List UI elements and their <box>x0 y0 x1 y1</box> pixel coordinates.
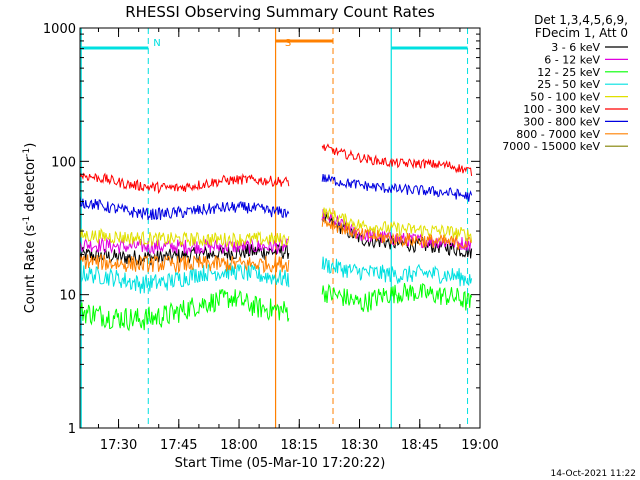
legend-label-2: 12 - 25 keV <box>537 66 600 79</box>
series-line-4-1 <box>321 207 473 242</box>
series-line-1-0 <box>79 237 290 256</box>
legend-label-5: 100 - 300 keV <box>523 103 600 116</box>
x-tick-label: 19:00 <box>461 438 498 453</box>
series-line-2-1 <box>321 282 473 313</box>
axes: 1 10 100 1000 17:30 17:45 18:00 18:15 18:30 18:45… <box>43 22 499 453</box>
annotation-s: S <box>285 38 291 49</box>
x-axis-label: Start Time (05-Mar-10 17:20:22) <box>175 456 386 471</box>
x-tick-label: 18:00 <box>220 438 257 453</box>
x-tick-label: 18:30 <box>341 438 378 453</box>
legend-header-2: FDecim 1, Att 0 <box>535 26 628 40</box>
legend: Det 1,3,4,5,6,9, FDecim 1, Att 0 3 - 6 k… <box>502 13 628 153</box>
legend-header-1: Det 1,3,4,5,6,9, <box>534 13 628 27</box>
series-lines <box>79 143 473 332</box>
y-tick-label: 100 <box>51 155 76 170</box>
series-line-4-0 <box>79 227 290 249</box>
y-axis-label: Count Rate (s-1 detector-1) <box>22 143 38 314</box>
y-tick-label: 10 <box>59 289 76 304</box>
legend-label-1: 6 - 12 keV <box>544 53 600 66</box>
x-tick-label: 18:45 <box>401 438 438 453</box>
legend-label-4: 50 - 100 keV <box>530 91 600 104</box>
annotation-n: N <box>153 38 160 49</box>
legend-label-7: 800 - 7000 keV <box>516 128 600 141</box>
series-line-6-1 <box>321 174 473 202</box>
series-line-3-1 <box>321 256 473 287</box>
legend-label-8: 7000 - 15000 keV <box>502 140 600 153</box>
series-line-3-0 <box>79 262 290 294</box>
legend-label-0: 3 - 6 keV <box>551 41 600 54</box>
series-line-5-0 <box>79 172 290 195</box>
series-line-7-1 <box>321 217 472 251</box>
plot-frame <box>79 27 481 429</box>
timestamp-footer: 14-Oct-2021 11:22 <box>551 469 636 479</box>
x-tick-label: 17:45 <box>160 438 197 453</box>
y-tick-label: 1000 <box>43 22 76 37</box>
series-line-6-0 <box>79 195 290 221</box>
legend-label-3: 25 - 50 keV <box>537 78 600 91</box>
x-tick-label: 18:15 <box>281 438 318 453</box>
y-tick-label: 1 <box>68 422 76 437</box>
legend-label-6: 300 - 800 keV <box>523 115 600 128</box>
chart-title: RHESSI Observing Summary Count Rates <box>125 3 435 21</box>
series-line-5-1 <box>321 143 473 176</box>
series-line-2-0 <box>79 289 290 332</box>
series-line-7-0 <box>79 254 290 274</box>
x-tick-label: 17:30 <box>100 438 137 453</box>
